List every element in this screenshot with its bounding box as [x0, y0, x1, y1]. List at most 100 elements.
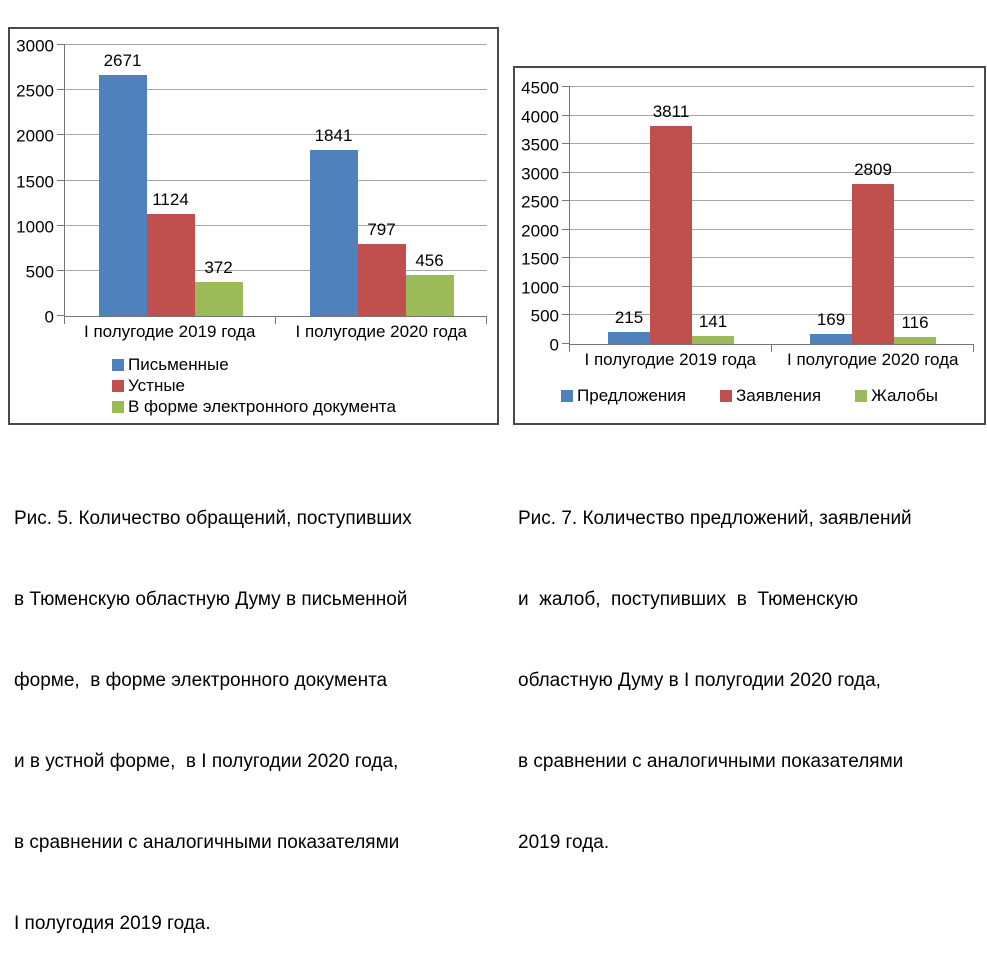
bar: 116 [894, 313, 936, 344]
y-axis: 0 500 1000 1500 2000 2500 3000 3500 4000 4500 [519, 80, 569, 354]
chart-legend: Предложения Заявления Жалобы [515, 386, 984, 406]
legend-item: В форме электронного документа [112, 396, 497, 417]
legend-label: Предложения [577, 386, 687, 405]
y-axis-tick-label: 1500 [521, 249, 559, 269]
bar-value-label: 372 [204, 258, 233, 278]
bar-value-label: 2671 [103, 50, 142, 70]
gridline [65, 224, 487, 226]
gridline [570, 86, 974, 87]
x-axis-category-label: I полугодие 2019 года [84, 322, 256, 341]
gridline [570, 285, 974, 287]
plot-area: 215 3811 141 169 2809 116 [562, 86, 974, 352]
caption-line: в сравнении с аналогичными показателями [14, 832, 400, 853]
y-axis-tickmark [562, 171, 570, 173]
y-axis-tick-label: 3000 [521, 164, 559, 184]
x-axis-tickmark [771, 345, 772, 352]
x-axis-category-label: I полугодие 2020 года [295, 322, 467, 341]
y-axis-tickmark [562, 114, 570, 116]
gridline [570, 228, 974, 230]
y-axis-tickmark [562, 314, 570, 316]
x-axis-tickmark [569, 345, 570, 352]
legend-color-swatch [720, 390, 733, 402]
bar: 1841 [309, 126, 358, 316]
legend-color-swatch [855, 390, 868, 402]
caption-line: в Тюменскую областную Думу в письменной [14, 589, 408, 610]
x-axis-tickmark [275, 317, 276, 324]
legend-item: Заявления [720, 386, 821, 406]
y-axis-tick-label: 500 [530, 306, 559, 326]
y-axis-tick-label: 1500 [16, 172, 54, 191]
y-axis-tick-label: 2000 [521, 221, 559, 241]
y-axis-tick-label: 2500 [16, 81, 54, 101]
gridline [65, 269, 487, 271]
bar: 2671 [98, 51, 147, 316]
x-axis-labels: I полугодие 2019 года I полугодие 2020 го… [64, 322, 487, 342]
y-axis-tickmark [562, 343, 570, 344]
gridline [570, 257, 974, 259]
gridline [65, 44, 487, 45]
caption-line: и в устной форме, в I полугодии 2020 год… [14, 751, 399, 772]
bar-value-label: 456 [415, 250, 444, 270]
y-axis-tickmark [562, 228, 570, 230]
legend-item: Устные [112, 375, 497, 396]
caption-line: Рис. 5. Количество обращений, поступивши… [14, 508, 412, 529]
bar-group: 1841 797 456 [276, 45, 487, 316]
bar-value-label: 116 [901, 313, 929, 333]
legend-color-swatch [112, 358, 124, 371]
y-axis-tick-label: 2000 [16, 126, 54, 146]
gridline [570, 143, 974, 145]
caption-line: областную Думу в I полугодии 2020 года, [518, 670, 881, 691]
gridline [570, 200, 974, 202]
bar-value-label: 797 [367, 220, 396, 240]
caption-line: форме, в форме электронного документа [14, 670, 388, 691]
gridline [570, 114, 974, 116]
gridline [65, 134, 487, 136]
bar-value-label: 141 [698, 311, 728, 331]
x-axis-category-label: I полугодие 2020 года [787, 350, 959, 369]
caption-line: 2019 года. [518, 832, 610, 853]
y-axis-tick-label: 1000 [16, 217, 54, 237]
y-axis-tick-label: 0 [44, 307, 54, 327]
legend-label: Устные [128, 376, 186, 395]
chart-area: 0 500 1000 1500 2000 2500 3000 3500 4000 4500 215… [515, 68, 984, 354]
y-axis-tickmark [57, 89, 65, 91]
figure-5-caption: Рис. 5. Количество обращений, поступивши… [14, 451, 504, 964]
bar: 169 [810, 310, 852, 344]
figure-7-caption: Рис. 7. Количество предложений, заявлени… [518, 451, 984, 883]
figure-5-bar-chart: 0 500 1000 1500 2000 2500 3000 2671 1124 372 1841… [8, 27, 499, 425]
legend-color-swatch [561, 390, 574, 402]
y-axis-tickmark [57, 269, 65, 271]
gridline [65, 89, 487, 91]
y-axis-tickmark [562, 86, 570, 87]
y-axis-tickmark [562, 200, 570, 202]
bar-value-label: 1124 [152, 190, 189, 210]
gridline [65, 179, 487, 181]
bar: 456 [405, 251, 454, 316]
x-axis-tickmark [64, 317, 65, 324]
legend-item: Предложения [561, 386, 686, 406]
y-axis: 0 500 1000 1500 2000 2500 3000 [14, 38, 64, 326]
bar-value-label: 3811 [652, 102, 690, 122]
y-axis-tick-label: 3500 [521, 135, 559, 155]
bar: 3811 [650, 102, 692, 344]
legend-color-swatch [112, 379, 124, 392]
bar: 797 [357, 220, 406, 316]
y-axis-tick-label: 500 [25, 262, 54, 282]
caption-line: I полугодия 2019 года. [14, 913, 211, 934]
legend-label: Жалобы [871, 386, 938, 405]
y-axis-tickmark [562, 257, 570, 259]
bar-group: 2671 1124 372 [65, 45, 276, 316]
y-axis-tickmark [562, 285, 570, 287]
x-axis-labels: I полугодие 2019 года I полугодие 2020 го… [569, 350, 974, 370]
bar-group: 169 2809 116 [772, 87, 974, 344]
bar-value-label: 169 [816, 310, 846, 330]
chart-legend: Письменные Устные В форме электронного док… [112, 354, 497, 417]
x-axis-tickmark [973, 345, 974, 352]
y-axis-tick-label: 3000 [16, 36, 54, 56]
x-axis-category-label: I полугодие 2019 года [584, 350, 756, 369]
legend-label: Заявления [736, 386, 822, 405]
bar: 141 [692, 312, 734, 344]
legend-color-swatch [112, 400, 124, 413]
y-axis-tickmark [57, 134, 65, 136]
y-axis-tickmark [57, 315, 65, 316]
